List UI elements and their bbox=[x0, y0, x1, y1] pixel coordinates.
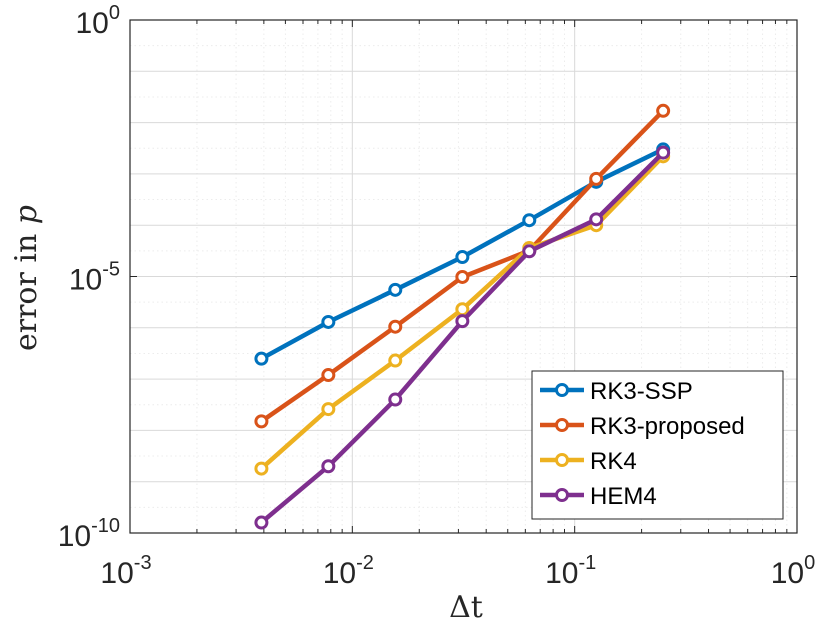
y-axis-label-variable: p bbox=[9, 205, 44, 224]
y-tick-exponent: -10 bbox=[91, 515, 120, 537]
data-point bbox=[455, 249, 470, 264]
legend-entry: RK4 bbox=[540, 448, 637, 475]
x-tick-label: 10-1 bbox=[545, 552, 596, 590]
y-tick-base: 10 bbox=[76, 7, 109, 40]
y-tick-label: 10-5 bbox=[69, 259, 120, 297]
legend-label: RK4 bbox=[590, 448, 637, 475]
data-point bbox=[254, 515, 269, 530]
x-tick-labels: 10-3 10-2 10-1 100 bbox=[100, 552, 815, 590]
legend-swatch-marker bbox=[555, 488, 569, 502]
data-point bbox=[254, 461, 269, 476]
data-point bbox=[455, 314, 470, 329]
legend-swatch-marker bbox=[555, 418, 569, 432]
y-axis-label: error in p bbox=[9, 205, 44, 351]
data-point bbox=[455, 302, 470, 317]
x-tick-base: 10 bbox=[323, 557, 356, 590]
x-tick-base: 10 bbox=[771, 557, 804, 590]
data-point bbox=[388, 392, 403, 407]
legend-entry: RK3-proposed bbox=[540, 413, 745, 440]
legend-swatch-marker bbox=[555, 383, 569, 397]
data-point bbox=[388, 319, 403, 334]
x-tick-exponent: -3 bbox=[134, 552, 152, 574]
y-tick-base: 10 bbox=[58, 520, 91, 553]
x-tick-exponent: -1 bbox=[578, 552, 596, 574]
x-tick-label: 10-3 bbox=[100, 552, 151, 590]
y-axis-label-text: error in bbox=[9, 224, 44, 351]
y-tick-label: 100 bbox=[76, 2, 121, 40]
series-HEM4 bbox=[254, 145, 671, 530]
data-point bbox=[321, 314, 336, 329]
data-point bbox=[254, 414, 269, 429]
y-tick-exponent: -5 bbox=[102, 259, 120, 281]
x-tick-exponent: -2 bbox=[356, 552, 374, 574]
data-point bbox=[321, 368, 336, 383]
legend: RK3-SSP RK3-proposed RK4 HEM4 bbox=[531, 370, 784, 520]
data-point bbox=[656, 103, 671, 118]
x-axis-label: Δt bbox=[449, 590, 483, 625]
data-point bbox=[388, 353, 403, 368]
data-point bbox=[321, 402, 336, 417]
legend-label: RK3-proposed bbox=[590, 413, 745, 440]
series-layer bbox=[254, 103, 671, 530]
y-tick-label: 10-10 bbox=[58, 515, 120, 553]
x-tick-base: 10 bbox=[545, 557, 578, 590]
data-point bbox=[522, 244, 537, 259]
data-point bbox=[321, 459, 336, 474]
y-tick-base: 10 bbox=[69, 264, 102, 297]
legend-entry: RK3-SSP bbox=[540, 378, 693, 405]
x-tick-label: 100 bbox=[771, 552, 816, 590]
tick-marks bbox=[129, 19, 798, 534]
legend-label: RK3-SSP bbox=[590, 378, 693, 405]
data-point bbox=[589, 171, 604, 186]
data-point bbox=[455, 269, 470, 284]
data-point bbox=[589, 212, 604, 227]
x-tick-label: 10-2 bbox=[323, 552, 374, 590]
data-point bbox=[254, 351, 269, 366]
y-tick-exponent: 0 bbox=[109, 2, 120, 24]
x-tick-base: 10 bbox=[100, 557, 133, 590]
data-point bbox=[656, 145, 671, 160]
data-point bbox=[388, 282, 403, 297]
legend-entry: HEM4 bbox=[540, 483, 657, 510]
legend-label: HEM4 bbox=[590, 483, 657, 510]
data-point bbox=[522, 213, 537, 228]
legend-swatch-marker bbox=[555, 453, 569, 467]
x-tick-exponent: 0 bbox=[804, 552, 815, 574]
